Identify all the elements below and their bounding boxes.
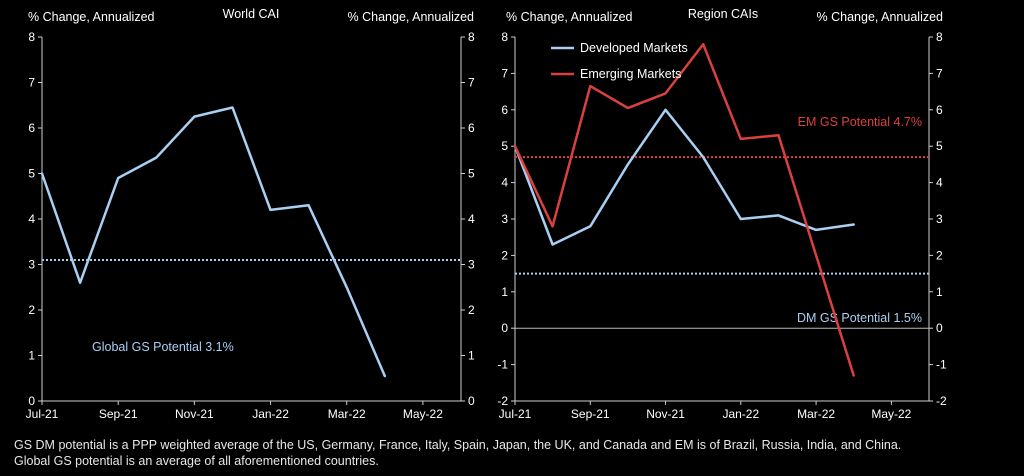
reference-line-label: EM GS Potential 4.7% [798, 115, 922, 129]
y-tick-label-left: 1 [501, 285, 508, 299]
x-tick-label: Sep-21 [99, 407, 138, 421]
x-tick-label: Nov-21 [646, 407, 685, 421]
y-axis-label-left: % Change, Annualized [28, 10, 155, 24]
y-tick-label-right: 2 [936, 248, 943, 262]
y-tick-label-right: 0 [936, 321, 943, 335]
x-tick-label: Mar-22 [328, 407, 366, 421]
y-tick-label-left: -2 [497, 394, 508, 408]
x-tick-label: Jan-22 [252, 407, 289, 421]
y-tick-label-right: 7 [468, 76, 475, 90]
y-tick-label-left: 7 [501, 66, 508, 80]
y-tick-label-right: -2 [936, 394, 947, 408]
y-tick-label-left: 8 [501, 30, 508, 44]
y-tick-label-left: 1 [28, 349, 35, 363]
series-line-world [40, 106, 387, 378]
y-tick-label-left: 5 [501, 139, 508, 153]
y-tick-label-left: -1 [497, 358, 508, 372]
y-tick-label-right: 5 [468, 167, 475, 181]
footnote: GS DM potential is a PPP weighted averag… [14, 437, 1014, 469]
y-tick-label-left: 0 [501, 321, 508, 335]
x-tick-label: May-22 [871, 407, 911, 421]
y-tick-label-right: 1 [936, 285, 943, 299]
y-tick-label-right: 1 [468, 349, 475, 363]
legend-label-emerging: Emerging Markets [580, 67, 681, 81]
y-axis-label-right: % Change, Annualized [817, 10, 944, 24]
y-tick-label-right: 3 [936, 212, 943, 226]
y-tick-label-right: 4 [468, 212, 475, 226]
x-tick-label: Mar-22 [797, 407, 835, 421]
reference-line-label: DM GS Potential 1.5% [797, 311, 922, 325]
y-tick-label-right: 6 [468, 121, 475, 135]
y-tick-label-left: 2 [28, 303, 35, 317]
y-tick-label-right: 8 [468, 30, 475, 44]
x-tick-label: May-22 [403, 407, 443, 421]
reference-line-label: Global GS Potential 3.1% [92, 340, 234, 354]
y-tick-label-left: 3 [501, 212, 508, 226]
y-tick-label-right: 7 [936, 66, 943, 80]
x-tick-label: Nov-21 [175, 407, 214, 421]
chart-canvas: % Change, Annualized % Change, Annualized… [26, 7, 947, 421]
legend-label-developed: Developed Markets [580, 41, 688, 55]
x-tick-label: Jul-21 [499, 407, 532, 421]
x-tick-label: Jul-21 [26, 407, 59, 421]
y-tick-label-right: 0 [468, 394, 475, 408]
y-tick-label-left: 3 [28, 258, 35, 272]
y-tick-label-right: 4 [936, 176, 943, 190]
region-cais-chart: % Change, Annualized % Change, Annualized… [497, 7, 947, 421]
y-axis-label-right: % Change, Annualized [348, 10, 475, 24]
y-axis-label-left: % Change, Annualized [506, 10, 633, 24]
y-tick-label-right: 6 [936, 103, 943, 117]
y-tick-label-left: 7 [28, 76, 35, 90]
y-tick-label-left: 0 [28, 394, 35, 408]
y-tick-label-left: 6 [28, 121, 35, 135]
y-tick-label-right: 8 [936, 30, 943, 44]
footnote-line-1: GS DM potential is a PPP weighted averag… [14, 438, 902, 452]
y-tick-label-right: 2 [468, 303, 475, 317]
world-cai-chart: % Change, Annualized % Change, Annualized… [26, 7, 475, 421]
x-tick-label: Sep-21 [571, 407, 610, 421]
y-tick-label-left: 2 [501, 248, 508, 262]
x-tick-label: Jan-22 [722, 407, 759, 421]
y-tick-label-left: 4 [28, 212, 35, 226]
y-tick-label-left: 6 [501, 103, 508, 117]
y-tick-label-right: -1 [936, 358, 947, 372]
chart-title: World CAI [223, 7, 280, 21]
y-tick-label-right: 5 [936, 139, 943, 153]
y-tick-label-left: 5 [28, 167, 35, 181]
footnote-line-2: Global GS potential is an average of all… [14, 454, 379, 468]
series-line-developed [513, 108, 855, 246]
chart-title: Region CAIs [688, 7, 758, 21]
y-tick-label-left: 4 [501, 176, 508, 190]
y-tick-label-right: 3 [468, 258, 475, 272]
y-tick-label-left: 8 [28, 30, 35, 44]
series-line-emerging [513, 43, 855, 377]
